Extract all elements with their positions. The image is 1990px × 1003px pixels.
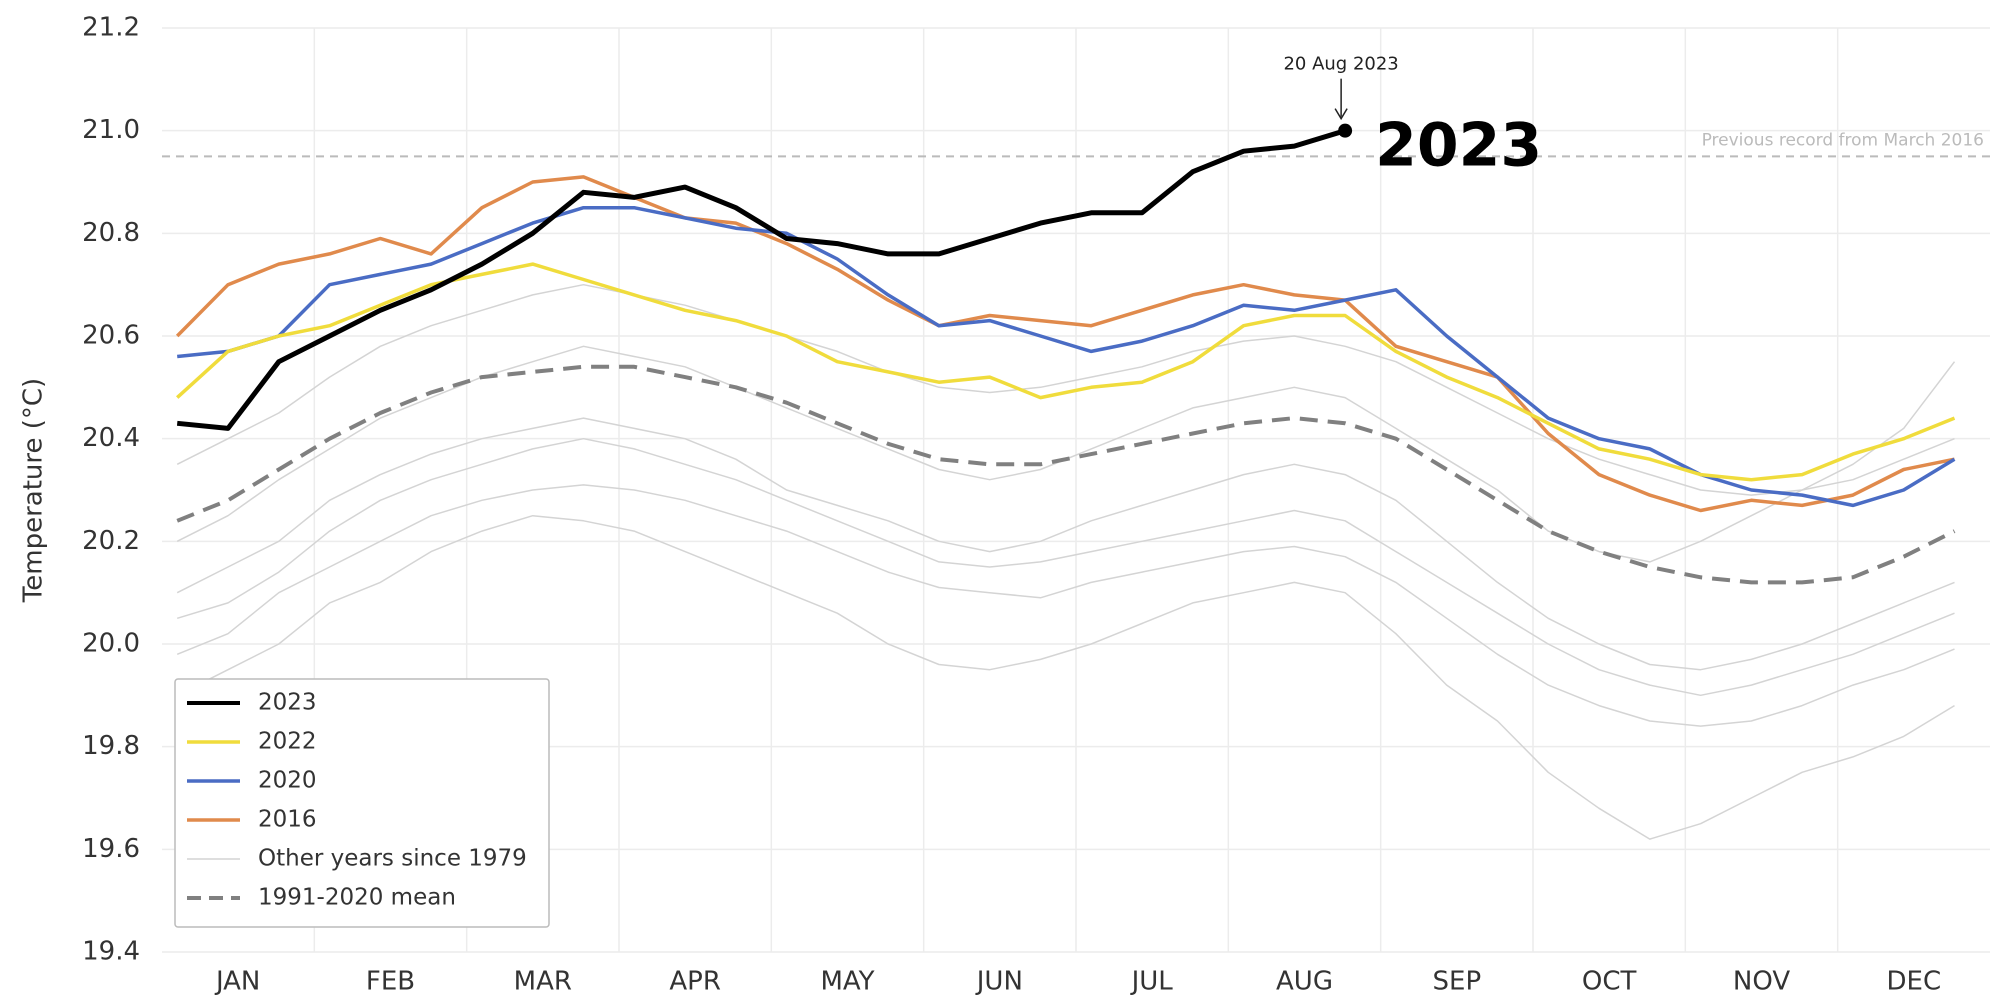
y-tick-label: 20.0 — [82, 629, 140, 659]
series-line — [177, 205, 1956, 508]
y-tick-label: 19.6 — [82, 834, 140, 864]
legend-label: 2022 — [258, 729, 317, 755]
series-line — [176, 364, 1956, 585]
x-tick-label: OCT — [1582, 967, 1637, 997]
x-tick-label: JUN — [975, 967, 1023, 997]
y-tick-label: 19.4 — [82, 937, 140, 967]
other-year-line — [176, 417, 1955, 671]
legend-label: 1991-2020 mean — [258, 885, 456, 911]
legend-label: Other years since 1979 — [258, 846, 527, 872]
end-label: 2023 — [1375, 110, 1542, 180]
y-tick-label: 20.6 — [82, 321, 140, 351]
series-line — [176, 128, 1346, 431]
legend-box — [174, 678, 550, 928]
other-year-line — [176, 345, 1956, 563]
y-tick-label: 21.2 — [82, 13, 140, 43]
y-tick-label: 20.2 — [82, 526, 140, 556]
legend-label: 2020 — [258, 768, 317, 794]
annotation-arrowhead — [1334, 108, 1348, 121]
other-year-line — [176, 484, 1955, 727]
record-label: Previous record from March 2016 — [1702, 130, 1984, 150]
series-line — [176, 262, 1956, 482]
legend-label: 2023 — [258, 690, 317, 716]
y-axis-label: Temperature (°C) — [19, 378, 49, 603]
x-tick-label: DEC — [1887, 967, 1942, 997]
other-year-line — [176, 283, 1955, 496]
x-tick-label: JAN — [214, 967, 260, 997]
x-tick-label: NOV — [1733, 967, 1790, 997]
x-tick-label: MAR — [514, 967, 572, 997]
x-tick-label: MAY — [820, 967, 874, 997]
x-tick-label: SEP — [1433, 967, 1482, 997]
y-tick-label: 19.8 — [82, 731, 140, 761]
x-tick-label: FEB — [366, 967, 415, 997]
end-point — [1338, 123, 1353, 138]
other-year-line — [176, 437, 1955, 697]
legend-label: 2016 — [258, 807, 317, 833]
y-tick-label: 20.8 — [82, 218, 140, 248]
series-line — [175, 175, 1955, 513]
x-tick-label: JUL — [1130, 967, 1174, 997]
y-tick-label: 21.0 — [82, 115, 140, 145]
other-year-line — [176, 514, 1955, 840]
legend: 2023 2022 2020 2016 Other years since 1979 19… — [174, 678, 550, 928]
x-tick-label: APR — [669, 967, 721, 997]
annotation: 20 Aug 2023 — [1283, 54, 1398, 75]
x-tick-label: AUG — [1276, 967, 1333, 997]
y-tick-label: 20.4 — [82, 423, 140, 453]
